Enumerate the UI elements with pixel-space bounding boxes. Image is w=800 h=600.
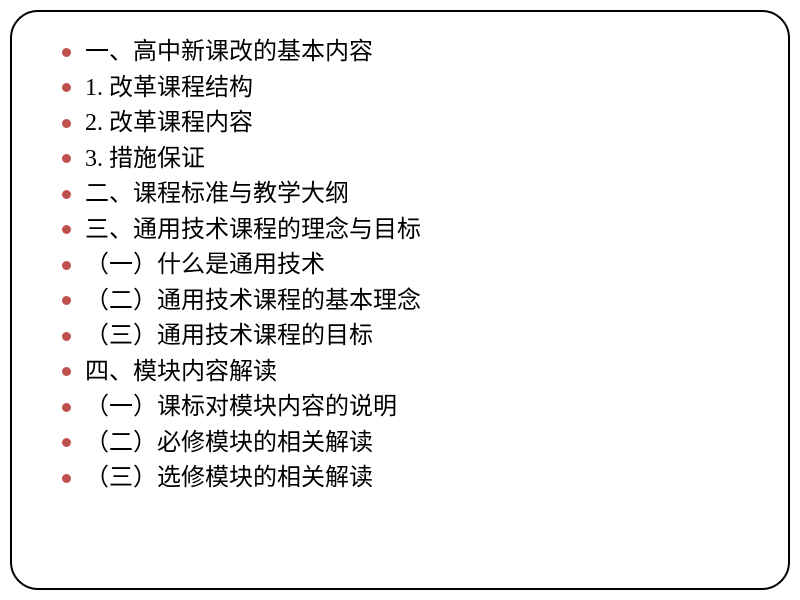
- bullet-icon: [62, 154, 71, 163]
- item-text: （一）什么是通用技术: [85, 253, 325, 277]
- list-item: （一）什么是通用技术: [62, 253, 738, 277]
- bullet-icon: [62, 474, 71, 483]
- bullet-icon: [62, 48, 71, 57]
- list-item: （一）课标对模块内容的说明: [62, 395, 738, 419]
- bullet-icon: [62, 438, 71, 447]
- outline-list: 一、高中新课改的基本内容 1. 改革课程结构 2. 改革课程内容 3. 措施保证…: [62, 40, 738, 490]
- list-item: 一、高中新课改的基本内容: [62, 40, 738, 64]
- item-text: 四、模块内容解读: [85, 360, 277, 384]
- bullet-icon: [62, 403, 71, 412]
- item-text: 2. 改革课程内容: [85, 111, 253, 135]
- bullet-icon: [62, 190, 71, 199]
- item-text: 3. 措施保证: [85, 147, 205, 171]
- list-item: （二）通用技术课程的基本理念: [62, 289, 738, 313]
- item-text: 二、课程标准与教学大纲: [85, 182, 349, 206]
- list-item: 四、模块内容解读: [62, 360, 738, 384]
- item-text: 三、通用技术课程的理念与目标: [85, 218, 421, 242]
- bullet-icon: [62, 225, 71, 234]
- bullet-icon: [62, 296, 71, 305]
- list-item: （三）选修模块的相关解读: [62, 466, 738, 490]
- item-text: （三）通用技术课程的目标: [85, 324, 373, 348]
- slide-frame: 一、高中新课改的基本内容 1. 改革课程结构 2. 改革课程内容 3. 措施保证…: [10, 10, 790, 590]
- item-text: 1. 改革课程结构: [85, 76, 253, 100]
- bullet-icon: [62, 367, 71, 376]
- list-item: 二、课程标准与教学大纲: [62, 182, 738, 206]
- list-item: （三）通用技术课程的目标: [62, 324, 738, 348]
- item-text: （二）必修模块的相关解读: [85, 431, 373, 455]
- list-item: （二）必修模块的相关解读: [62, 431, 738, 455]
- list-item: 1. 改革课程结构: [62, 76, 738, 100]
- bullet-icon: [62, 261, 71, 270]
- item-text: （三）选修模块的相关解读: [85, 466, 373, 490]
- item-text: （一）课标对模块内容的说明: [85, 395, 397, 419]
- item-text: 一、高中新课改的基本内容: [85, 40, 373, 64]
- list-item: 2. 改革课程内容: [62, 111, 738, 135]
- bullet-icon: [62, 332, 71, 341]
- bullet-icon: [62, 83, 71, 92]
- bullet-icon: [62, 119, 71, 128]
- list-item: 三、通用技术课程的理念与目标: [62, 218, 738, 242]
- item-text: （二）通用技术课程的基本理念: [85, 289, 421, 313]
- list-item: 3. 措施保证: [62, 147, 738, 171]
